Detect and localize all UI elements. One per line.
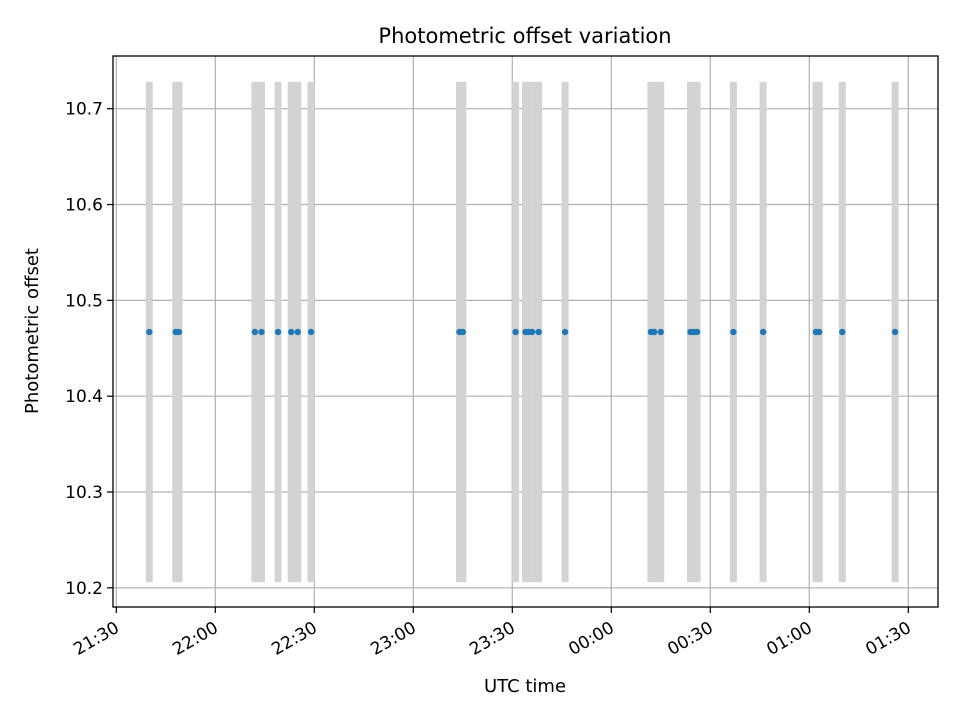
plot-frame [112,55,939,608]
data-point [693,328,701,336]
data-point [459,328,466,336]
data-point [274,328,282,336]
data-point [839,328,846,336]
data-point [251,328,259,336]
data-point [561,328,569,336]
y-axis-label: Photometric offset [22,248,43,414]
data-point [307,328,315,336]
data-point [657,328,664,336]
y-tick-label: 10.2 [65,579,103,599]
y-tick-label: 10.6 [65,196,103,216]
data-point [175,328,183,336]
data-point [288,328,295,336]
data-points [146,328,899,336]
data-point [146,328,153,336]
data-point [759,328,767,336]
y-tick-label: 10.4 [65,387,103,407]
chart-title: Photometric offset variation [378,24,671,48]
data-point [730,328,737,336]
data-point [816,328,823,336]
x-axis-label: UTC time [484,676,566,697]
data-point [651,328,658,336]
y-tick-label: 10.7 [65,100,103,120]
data-point [891,328,899,336]
y-tick-label: 10.5 [65,291,103,311]
y-tick-label: 10.3 [65,483,103,503]
data-point [512,328,519,336]
data-point [535,328,542,336]
data-point [528,328,536,336]
data-point [258,328,265,336]
y-axis-ticks: 10.2 10.3 10.4 10.5 10.6 10.7 [65,100,113,599]
data-point [294,328,301,336]
